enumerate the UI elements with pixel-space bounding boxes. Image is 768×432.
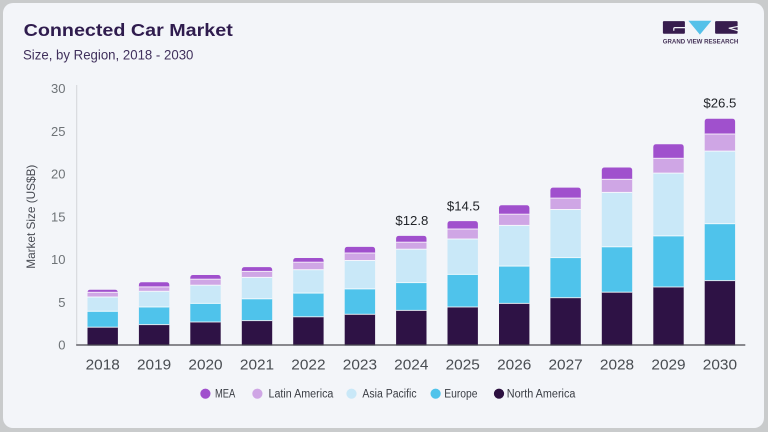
svg-text:MEA: MEA <box>215 388 236 400</box>
svg-text:Asia Pacific: Asia Pacific <box>362 388 416 400</box>
svg-text:2018: 2018 <box>86 357 120 374</box>
svg-text:$12.8: $12.8 <box>395 213 428 228</box>
svg-text:0: 0 <box>58 338 65 353</box>
svg-text:15: 15 <box>51 209 65 224</box>
svg-text:2030: 2030 <box>703 357 737 374</box>
svg-text:2020: 2020 <box>188 357 222 374</box>
svg-text:Latin America: Latin America <box>269 388 334 400</box>
svg-text:$14.5: $14.5 <box>447 199 480 214</box>
svg-text:GRAND VIEW RESEARCH: GRAND VIEW RESEARCH <box>663 40 739 46</box>
svg-text:North America: North America <box>507 388 576 400</box>
svg-text:10: 10 <box>51 252 65 267</box>
svg-text:Connected Car Market: Connected Car Market <box>24 20 233 40</box>
svg-text:25: 25 <box>51 124 65 139</box>
svg-text:2028: 2028 <box>600 357 634 374</box>
svg-text:5: 5 <box>58 295 65 310</box>
svg-text:2023: 2023 <box>343 357 377 374</box>
svg-text:Market Size (US$B): Market Size (US$B) <box>24 165 38 269</box>
svg-text:30: 30 <box>51 81 65 96</box>
svg-text:Europe: Europe <box>444 388 477 400</box>
svg-text:2026: 2026 <box>497 357 531 374</box>
svg-text:2029: 2029 <box>651 357 685 374</box>
svg-text:20: 20 <box>51 167 65 182</box>
svg-text:$26.5: $26.5 <box>703 96 736 111</box>
svg-text:2025: 2025 <box>446 357 480 374</box>
svg-text:Size, by Region, 2018 - 2030: Size, by Region, 2018 - 2030 <box>23 46 194 62</box>
svg-text:2027: 2027 <box>549 357 583 374</box>
svg-text:2019: 2019 <box>137 357 171 374</box>
svg-text:2022: 2022 <box>291 357 325 374</box>
svg-text:2021: 2021 <box>240 357 274 374</box>
svg-text:2024: 2024 <box>394 357 428 374</box>
